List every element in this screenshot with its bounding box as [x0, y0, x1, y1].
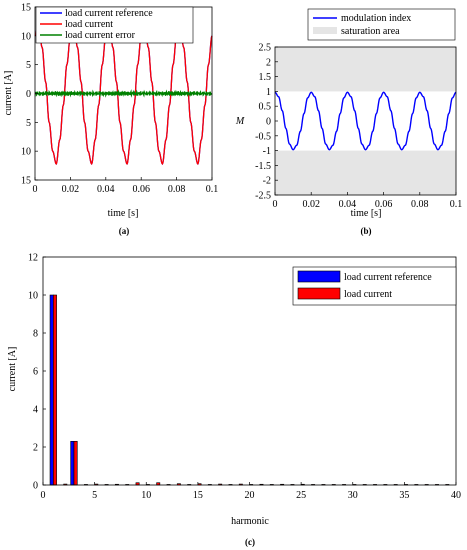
- plot-b-ytick-label: -2.5: [255, 191, 271, 202]
- plot-c-xtick-label: 5: [92, 490, 97, 501]
- legend-a-error-label: load current error: [65, 30, 136, 41]
- plot-c: 0 5 10 15 20 25 30 35 40 0 2 4 6 8 10 12 harmonic curre…: [7, 253, 461, 548]
- plot-c-xlabel: harmonic: [231, 516, 269, 527]
- bar-current: [73, 440, 78, 486]
- plot-c-legend: load current reference load current: [292, 266, 457, 306]
- plot-a-ylabel: current [A]: [3, 71, 14, 116]
- plot-b-legend-box: [307, 8, 456, 41]
- plot-c-xtick-label: 25: [296, 490, 306, 501]
- legend-a-current-label: load current: [65, 19, 113, 30]
- plot-b-panel-label: (b): [361, 226, 372, 236]
- plot-b-ytick-label: -1: [263, 146, 271, 157]
- plot-a-series: [34, 22, 213, 165]
- bar-reference: [49, 294, 54, 486]
- plot-b: 0 0.02 0.04 0.06 0.08 0.1 2.5 2 1.5 1 0.5 0 -0.5 -1 -1…: [235, 8, 462, 236]
- plot-c-ytick-label: 0: [33, 481, 38, 492]
- plot-a-xlabel: time [s]: [108, 208, 139, 219]
- plot-b-ytick-label: -1.5: [255, 161, 271, 172]
- plot-a-xtick-label: 0.1: [206, 184, 219, 195]
- plot-b-xtick-label: 0.1: [450, 199, 463, 210]
- plot-a-ticks: 0 0.02 0.04 0.06 0.08 0.1 15 10 5 0 5 10 15: [21, 3, 218, 196]
- series-a-error-line: [34, 89, 213, 98]
- plot-b-ticks: 0 0.02 0.04 0.06 0.08 0.1 2.5 2 1.5 1 0.5 0 -0.5 -1 -1…: [255, 43, 462, 211]
- plot-a-ytick-label: 5: [26, 118, 31, 129]
- legend-b-saturation-label: saturation area: [341, 26, 400, 37]
- plot-b-ytick-label: -0.5: [255, 131, 271, 142]
- plot-a-ytick-label: 0: [26, 89, 31, 100]
- plot-c-ytick-label: 10: [28, 291, 38, 302]
- plot-c-panel-label: (c): [245, 537, 255, 547]
- saturation-band-upper: [275, 47, 456, 92]
- plot-a-xtick-label: 0: [33, 184, 38, 195]
- bar-current: [53, 294, 57, 486]
- plot-c-xtick-label: 35: [399, 490, 409, 501]
- plot-c-ytick-label: 2: [33, 443, 38, 454]
- plot-a-ytick-label: 5: [26, 60, 31, 71]
- plot-a-legend: load current reference load current load…: [35, 6, 194, 44]
- plot-b-ylabel: M: [235, 116, 245, 127]
- plot-c-xtick-label: 15: [193, 490, 203, 501]
- plot-b-xtick-label: 0.08: [411, 199, 429, 210]
- plot-c-ytick-label: 4: [33, 405, 38, 416]
- plot-c-ytick-label: 8: [33, 329, 38, 340]
- plot-c-ticks: 0 5 10 15 20 25 30 35 40 0 2 4 6 8 10 12: [28, 253, 461, 502]
- saturation-band-lower: [275, 150, 456, 195]
- plot-b-ytick-label: 1: [266, 87, 271, 98]
- plot-b-ytick-label: 0: [266, 117, 271, 128]
- plot-b-ytick-label: 0.5: [259, 102, 272, 113]
- plot-b-legend: modulation index saturation area: [307, 8, 456, 41]
- legend-c-reference-label: load current reference: [344, 272, 432, 283]
- bar-reference: [70, 440, 75, 486]
- plot-a-xtick-label: 0.02: [62, 184, 80, 195]
- plot-b-ytick-label: -2: [263, 176, 271, 187]
- plot-c-xtick-label: 30: [348, 490, 358, 501]
- plot-b-xlabel: time [s]: [351, 208, 382, 219]
- plot-b-xtick-label: 0.04: [339, 199, 357, 210]
- series-b-modulation-line: [274, 91, 457, 151]
- plot-c-xtick-label: 10: [141, 490, 151, 501]
- plot-a-ytick-label: 15: [21, 176, 31, 187]
- legend-a-reference-label: load current reference: [65, 8, 153, 19]
- legend-c-current-label: load current: [344, 289, 392, 300]
- plot-c-xtick-label: 40: [451, 490, 461, 501]
- legend-b-saturation-swatch: [313, 27, 337, 34]
- plot-b-xtick-label: 0.06: [375, 199, 393, 210]
- plot-a-ytick-label: 10: [21, 147, 31, 158]
- legend-c-current-swatch: [297, 287, 341, 300]
- plot-a-xtick-label: 0.04: [97, 184, 115, 195]
- plot-b-series: [274, 91, 457, 151]
- plot-a-xtick-label: 0.06: [132, 184, 150, 195]
- plot-a-ytick-label: 10: [21, 31, 31, 42]
- plot-b-ytick-label: 2: [266, 57, 271, 68]
- plot-c-xtick-label: 0: [41, 490, 46, 501]
- plot-b-xtick-label: 0.02: [302, 199, 320, 210]
- plot-a-panel-label: (a): [119, 226, 130, 236]
- plot-b-xtick-label: 0: [273, 199, 278, 210]
- plot-b-ytick-label: 2.5: [259, 43, 272, 54]
- plot-b-saturation-bands: [275, 47, 456, 195]
- plot-c-ylabel: current [A]: [7, 347, 18, 392]
- plot-a-xtick-label: 0.08: [168, 184, 186, 195]
- plot-b-ytick-label: 1.5: [259, 72, 272, 83]
- plot-c-bars: [49, 294, 450, 486]
- plot-a-ytick-label: 15: [21, 3, 31, 14]
- plot-a-legend-box: [35, 6, 194, 44]
- plot-c-ytick-label: 12: [28, 253, 38, 264]
- legend-b-modulation-label: modulation index: [341, 13, 411, 24]
- plot-a: 0 0.02 0.04 0.06 0.08 0.1 15 10 5 0 5 10 15 time [s]…: [3, 3, 218, 237]
- plot-c-ytick-label: 6: [33, 367, 38, 378]
- legend-c-reference-swatch: [297, 270, 341, 283]
- plot-c-xtick-label: 20: [245, 490, 255, 501]
